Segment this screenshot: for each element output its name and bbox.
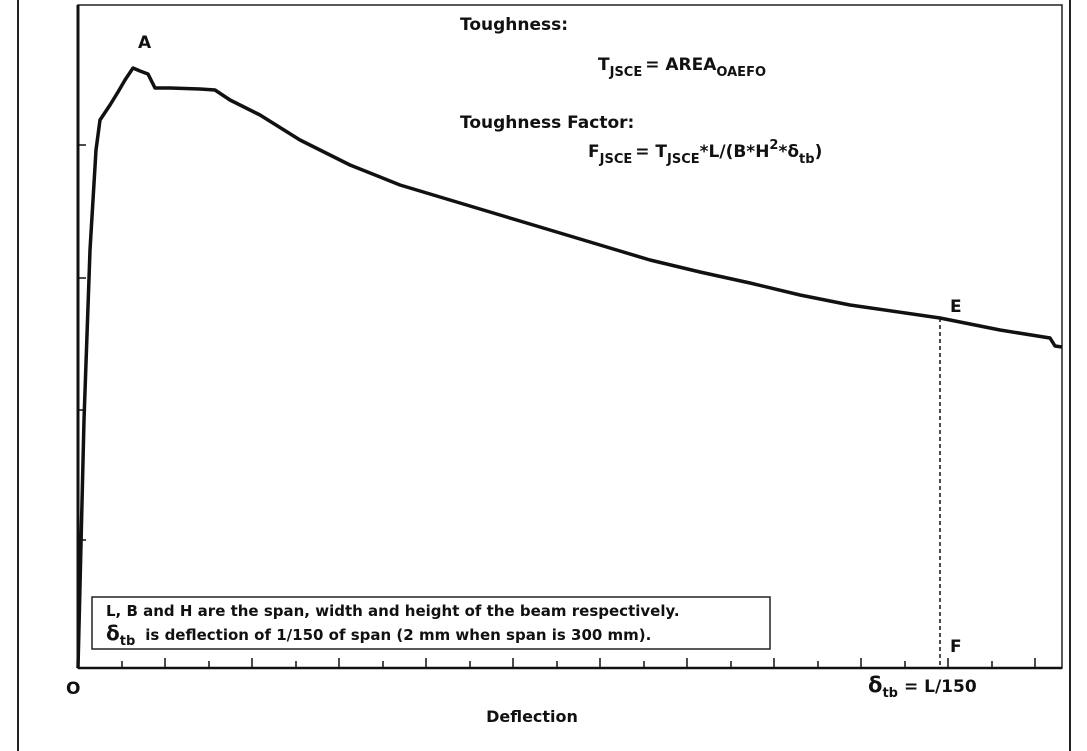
point-label-o: O [66, 679, 80, 699]
subscript: tb [799, 152, 815, 167]
subscript: tb [882, 686, 898, 701]
x-marker-label: δtb = L/150 [868, 673, 977, 701]
point-label-a: A [138, 33, 152, 53]
text: ) [815, 142, 823, 162]
symbol: δ [106, 621, 120, 645]
text: = AREA [645, 55, 717, 75]
toughness-label: Toughness: [460, 15, 568, 35]
x-axis-ticks [121, 658, 1036, 668]
subscript: tb [120, 634, 136, 649]
toughness-factor-label: Toughness Factor: [460, 113, 634, 133]
symbol: δ [868, 673, 882, 697]
subscript: JSCE [609, 65, 643, 80]
text: = T [635, 142, 667, 162]
note-line: δtb is deflection of 1/150 of span (2 mm … [106, 621, 651, 649]
subscript: JSCE [599, 152, 633, 167]
toughness-factor-formula: FJSCE = TJSCE*L/(B*H2*δtb) [588, 138, 822, 167]
x-axis-label: Deflection [486, 707, 578, 726]
subscript: JSCE [666, 152, 700, 167]
superscript: 2 [769, 138, 778, 153]
text: *δ [778, 142, 799, 162]
text: = L/150 [904, 677, 977, 697]
note-box [91, 596, 771, 650]
toughness-formula: TJSCE = AREAOAEFO [598, 55, 766, 80]
subscript: OAEFO [716, 65, 766, 80]
text: is deflection of 1/150 of span (2 mm whe… [145, 626, 651, 644]
symbol: F [588, 142, 600, 162]
text: *L/(B*H [700, 142, 770, 162]
load-deflection-curve [76, 66, 1063, 669]
point-label-f: F [950, 637, 962, 657]
point-label-e: E [950, 297, 962, 317]
symbol: T [598, 55, 610, 75]
note-line: L, B and H are the span, width and heigh… [106, 602, 680, 620]
